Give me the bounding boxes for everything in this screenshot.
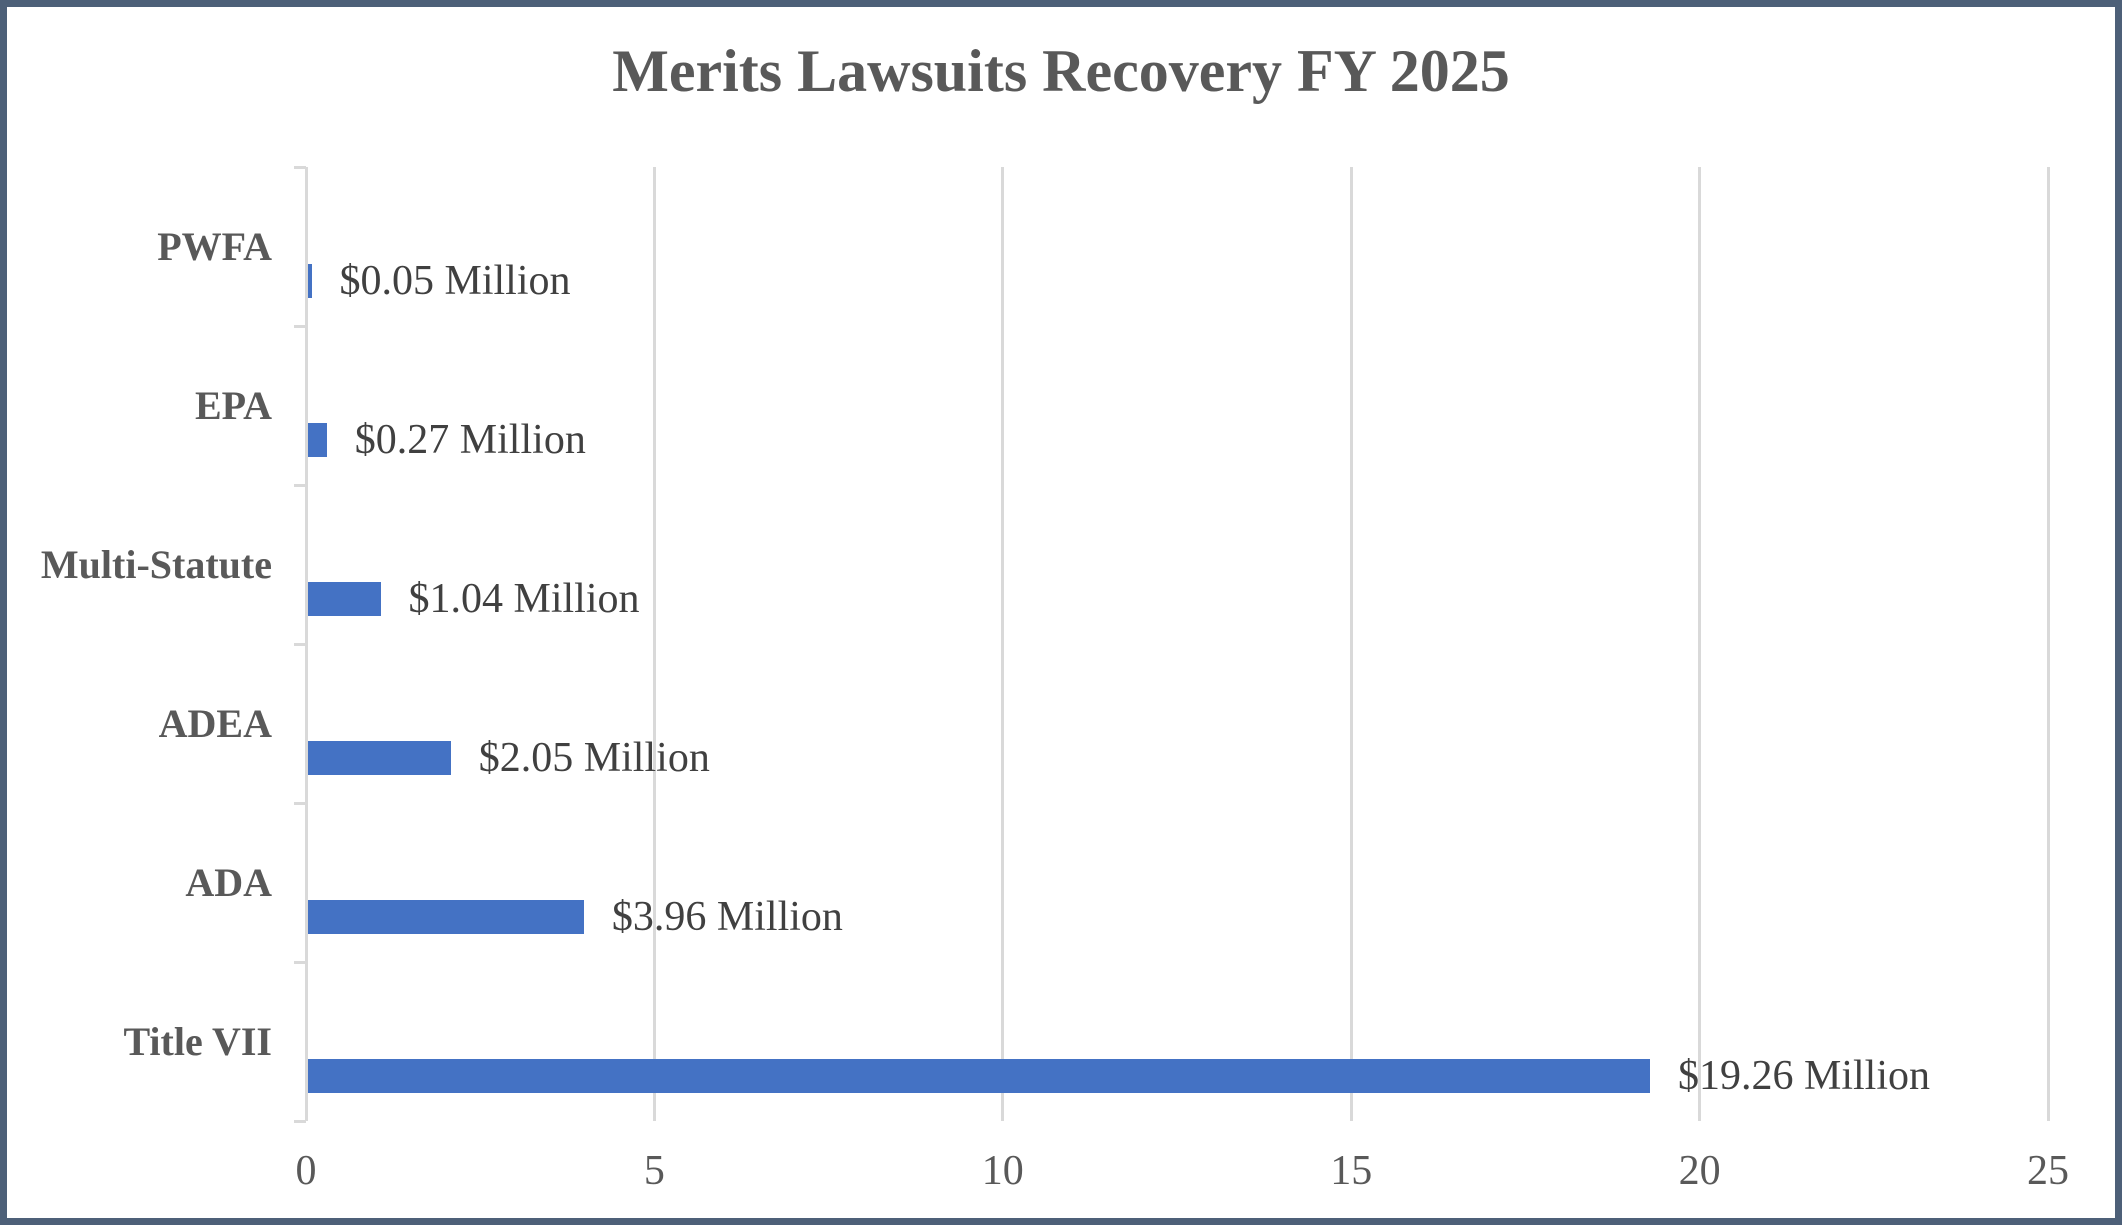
category-label: ADEA bbox=[158, 700, 272, 746]
category-axis-line bbox=[304, 167, 308, 1121]
value-label: $2.05 Million bbox=[478, 734, 710, 781]
category-axis-tick bbox=[294, 483, 306, 487]
category-label: EPA bbox=[194, 382, 272, 428]
x-tick-label: 10 bbox=[981, 1148, 1024, 1194]
category-axis-tick bbox=[294, 642, 306, 646]
category-axis-tick bbox=[294, 324, 306, 328]
plot-area: $0.05 Million $0.27 Million $1.04 Million $… bbox=[294, 165, 2050, 1123]
value-label: $1.04 Million bbox=[408, 575, 640, 622]
x-tick-label: 25 bbox=[2027, 1148, 2069, 1194]
category-axis-tick bbox=[294, 165, 306, 169]
gridline bbox=[652, 167, 656, 1121]
bar bbox=[308, 899, 584, 934]
bar bbox=[308, 263, 312, 298]
value-label: $0.05 Million bbox=[339, 257, 571, 304]
category-label: Multi-Statute bbox=[40, 541, 272, 587]
category-label: ADA bbox=[185, 859, 272, 905]
category-label: PWFA bbox=[157, 223, 272, 269]
bar bbox=[308, 740, 451, 775]
bar bbox=[308, 581, 381, 616]
gridline bbox=[2046, 167, 2050, 1121]
bar bbox=[308, 1058, 1650, 1093]
x-tick-label: 0 bbox=[295, 1148, 317, 1194]
gridline bbox=[1001, 167, 1005, 1121]
category-axis-tick bbox=[294, 801, 306, 805]
value-label: $0.27 Million bbox=[354, 416, 586, 463]
gridline bbox=[1698, 167, 1702, 1121]
gridline bbox=[1349, 167, 1353, 1121]
category-axis-tick bbox=[294, 1119, 306, 1123]
value-label: $19.26 Million bbox=[1678, 1052, 1931, 1099]
chart-title: Merits Lawsuits Recovery FY 2025 bbox=[612, 38, 1510, 104]
x-tick-label: 15 bbox=[1330, 1148, 1373, 1194]
category-axis-tick bbox=[294, 960, 306, 964]
category-label: Title VII bbox=[123, 1018, 272, 1064]
x-tick-label: 5 bbox=[643, 1148, 665, 1194]
bar bbox=[308, 422, 327, 457]
x-tick-label: 20 bbox=[1678, 1148, 1721, 1194]
value-label: $3.96 Million bbox=[611, 893, 843, 940]
